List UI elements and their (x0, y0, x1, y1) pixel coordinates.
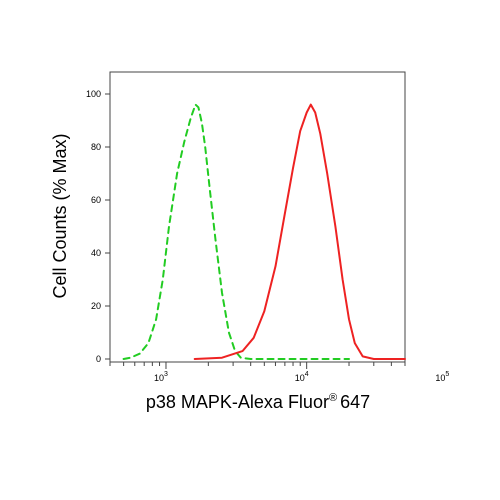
y-tick-label: 80 (91, 142, 101, 152)
x-tick-label-base: 10 (295, 373, 305, 383)
y-tick-label: 60 (91, 195, 101, 205)
x-tick-label-base: 10 (154, 373, 164, 383)
y-tick-label: 40 (91, 248, 101, 258)
x-tick-label: 103 (154, 371, 168, 383)
x-axis-title-main: p38 MAPK-Alexa Fluor (146, 392, 329, 412)
plot-frame (109, 71, 406, 363)
x-tick-label: 105 (435, 371, 449, 383)
y-tick-label: 100 (86, 89, 101, 99)
x-tick-label-exponent: 4 (305, 371, 309, 378)
y-axis-title: Cell Counts (% Max) (50, 133, 70, 298)
x-tick-label-exponent: 5 (445, 371, 449, 378)
y-tick-label: 0 (96, 354, 101, 364)
x-axis-title-superscript: ® (329, 392, 337, 404)
x-tick-label-exponent: 3 (164, 371, 168, 378)
x-axis-title: p38 MAPK-Alexa Fluor® 647 (146, 392, 370, 412)
series-line-solid-red (193, 103, 406, 360)
x-axis-title-suffix: 647 (340, 392, 370, 412)
series-line-dashed-green (122, 103, 350, 360)
x-tick-label: 104 (295, 371, 309, 383)
y-tick-label: 20 (91, 301, 101, 311)
x-tick-label-base: 10 (435, 373, 445, 383)
